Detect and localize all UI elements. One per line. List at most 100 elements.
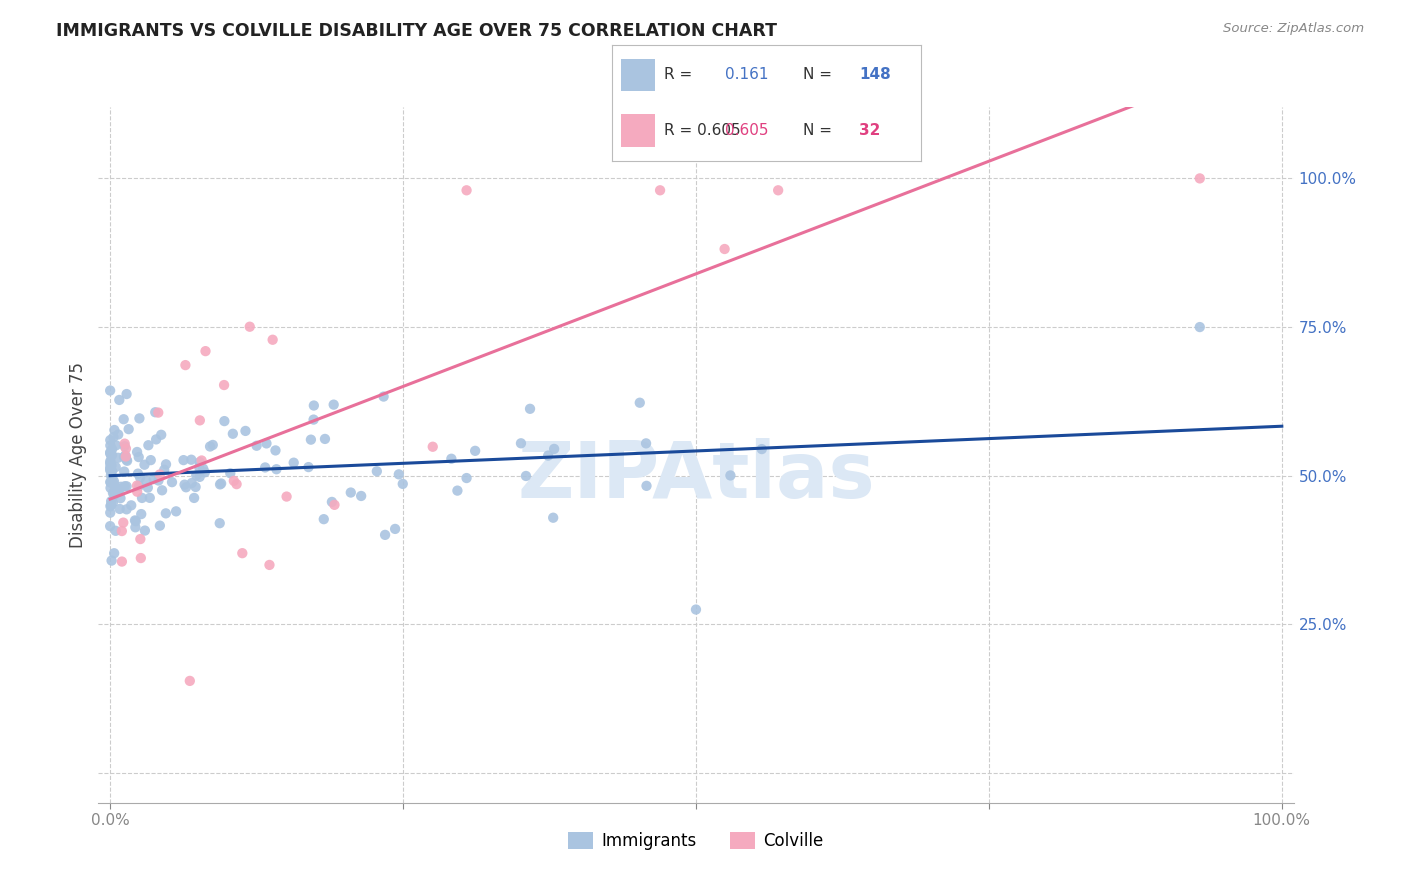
Point (103, 430, 125, 444)
Point (222, 474, 245, 488)
Point (321, 495, 343, 509)
Point (100, 553, 122, 567)
Point (129, 551, 152, 566)
Point (118, 422, 141, 436)
Point (515, 469, 537, 483)
Point (100, 458, 122, 472)
Point (148, 474, 170, 488)
Point (143, 405, 166, 419)
Point (101, 464, 124, 478)
Point (101, 442, 124, 457)
Point (1188, 171, 1211, 186)
Text: 0.605: 0.605 (724, 123, 768, 138)
Point (339, 485, 361, 500)
Point (259, 558, 281, 572)
Point (636, 436, 658, 450)
Point (150, 483, 173, 498)
Point (100, 481, 122, 495)
Point (276, 490, 298, 504)
Point (231, 546, 253, 560)
Point (254, 460, 277, 475)
Point (391, 476, 413, 491)
Point (239, 319, 262, 334)
Point (266, 462, 288, 476)
Point (374, 528, 396, 542)
Point (422, 440, 444, 454)
Point (115, 502, 138, 516)
Point (105, 438, 128, 452)
Point (283, 456, 305, 470)
Point (100, 464, 122, 478)
Point (125, 514, 148, 528)
Point (101, 496, 124, 510)
Point (314, 432, 336, 446)
Point (636, 479, 658, 493)
Point (114, 436, 136, 450)
Point (543, 442, 565, 456)
Point (111, 555, 134, 569)
Point (103, 488, 125, 502)
Point (388, 467, 411, 482)
Point (104, 524, 127, 538)
Text: IMMIGRANTS VS COLVILLE DISABILITY AGE OVER 75 CORRELATION CHART: IMMIGRANTS VS COLVILLE DISABILITY AGE OV… (56, 22, 778, 40)
Point (134, 458, 156, 472)
Point (110, 480, 132, 494)
Point (103, 423, 125, 437)
Point (98, 433, 121, 447)
Point (108, 392, 131, 407)
Point (648, 183, 671, 197)
Point (510, 436, 533, 450)
Point (115, 442, 138, 456)
Point (188, 470, 211, 484)
Text: N =: N = (803, 67, 832, 82)
Point (384, 522, 406, 536)
Text: 0.161: 0.161 (724, 67, 768, 82)
Point (112, 412, 135, 426)
Point (98, 456, 121, 470)
Point (456, 183, 478, 197)
Point (139, 453, 162, 467)
Point (107, 484, 129, 499)
Point (100, 475, 122, 490)
Point (115, 479, 138, 493)
Point (183, 491, 205, 505)
Point (235, 424, 257, 438)
Text: R = 0.605: R = 0.605 (664, 123, 741, 138)
Point (135, 474, 157, 488)
Point (103, 477, 125, 491)
Point (101, 471, 124, 485)
Point (1188, 320, 1211, 334)
Point (98, 519, 121, 533)
Point (111, 524, 134, 538)
Point (155, 507, 177, 521)
Point (173, 477, 195, 491)
Point (209, 477, 232, 491)
Bar (621, 114, 655, 146)
Point (312, 512, 335, 526)
Point (713, 242, 735, 256)
Point (98, 463, 121, 477)
Point (262, 333, 284, 347)
Point (751, 442, 773, 456)
Point (127, 484, 149, 499)
Point (446, 483, 468, 498)
Point (107, 427, 129, 442)
Point (173, 453, 195, 467)
Point (129, 532, 152, 546)
Point (190, 453, 212, 467)
Point (112, 450, 135, 464)
Point (222, 426, 245, 441)
Point (456, 471, 478, 485)
Point (302, 399, 325, 413)
Point (101, 448, 124, 462)
Point (128, 450, 150, 464)
Y-axis label: Disability Age Over 75: Disability Age Over 75 (69, 362, 87, 548)
Point (98, 446, 121, 460)
Point (628, 395, 651, 409)
Text: ZIPAtlas: ZIPAtlas (517, 438, 875, 514)
Point (366, 464, 388, 478)
Point (101, 486, 124, 500)
Point (208, 516, 231, 531)
Point (125, 478, 148, 492)
Point (112, 465, 135, 479)
